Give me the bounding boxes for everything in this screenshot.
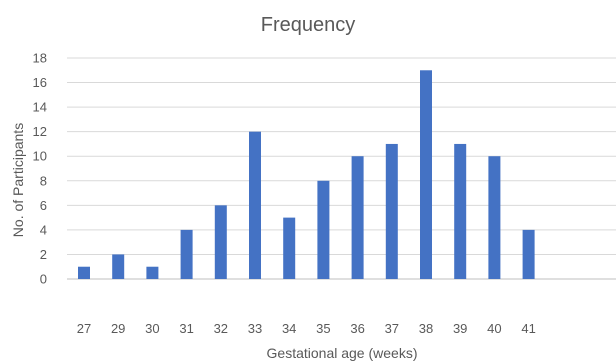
x-tick-label: 35	[316, 321, 330, 336]
x-tick-label: 30	[145, 321, 159, 336]
x-tick-label: 31	[179, 321, 193, 336]
bar	[214, 205, 227, 279]
bar	[385, 143, 398, 279]
bar	[249, 131, 261, 279]
x-axis-ticks: 27 29 30 31 32 33 34 35 36 37 38 39 40 41	[77, 321, 536, 336]
bar	[78, 266, 90, 279]
x-tick-label: 37	[385, 321, 399, 336]
x-tick-label: 41	[521, 321, 535, 336]
y-tick-label: 12	[33, 124, 47, 139]
bar	[454, 143, 467, 279]
bar	[112, 254, 125, 279]
bar	[488, 156, 501, 279]
chart-title: Frequency	[260, 14, 356, 36]
x-tick-label: 39	[453, 321, 467, 336]
y-tick-label: 2	[40, 247, 47, 262]
y-tick-label: 18	[33, 51, 47, 66]
x-tick-label: 27	[77, 321, 91, 336]
bars	[78, 70, 535, 280]
y-tick-label: 4	[40, 222, 47, 237]
x-axis-label: Gestational age (weeks)	[267, 345, 418, 361]
x-tick-label: 36	[350, 321, 364, 336]
x-tick-label: 40	[487, 321, 501, 336]
y-tick-label: 14	[33, 100, 47, 115]
y-tick-label: 0	[40, 272, 47, 287]
y-axis-ticks: 0 2 4 6 8 10 12 14 16 18	[33, 51, 47, 287]
y-tick-label: 8	[40, 173, 47, 188]
bar	[283, 217, 296, 279]
x-tick-label: 29	[111, 321, 125, 336]
bar	[351, 156, 364, 279]
bar	[420, 70, 432, 280]
bar	[146, 266, 159, 279]
x-tick-label: 33	[248, 321, 262, 336]
y-tick-label: 16	[33, 75, 47, 90]
x-tick-label: 38	[419, 321, 433, 336]
y-axis-label: No. of Participants	[10, 123, 26, 237]
y-tick-label: 6	[40, 198, 47, 213]
bar	[317, 180, 330, 279]
bar	[180, 229, 193, 279]
x-tick-label: 34	[282, 321, 296, 336]
y-tick-label: 10	[33, 149, 47, 164]
x-tick-label: 32	[214, 321, 228, 336]
bar	[522, 229, 535, 279]
